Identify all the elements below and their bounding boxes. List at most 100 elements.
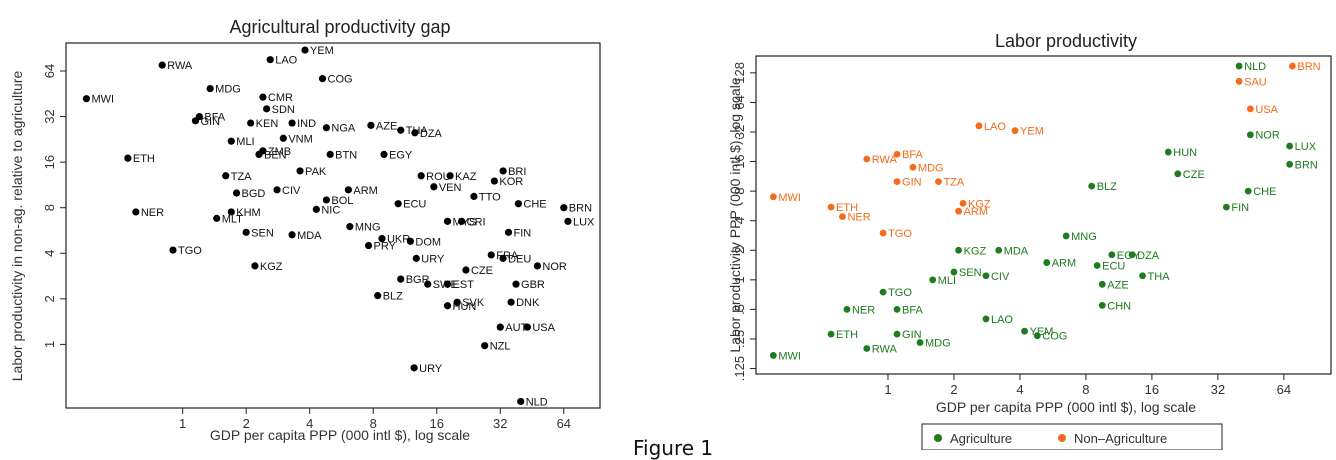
chart1-y-tick-label: 1 (42, 341, 57, 348)
chart1-point-label: NOR (542, 261, 567, 273)
chart1-point-label: BRI (508, 166, 526, 178)
chart1-point-mlt (213, 214, 221, 222)
chart2-point-label: MWI (778, 350, 801, 362)
chart1-point-label: TZA (231, 171, 252, 183)
chart1-point-dza (411, 129, 419, 137)
chart1-point-rwa (158, 61, 166, 69)
chart1-point-mda (288, 231, 296, 239)
chart2-point-label: MDA (1004, 245, 1029, 257)
chart2-point-agriculture-cog (1033, 332, 1041, 340)
chart2-point-label: BLZ (1097, 181, 1117, 193)
chart1-point-ukr (378, 234, 386, 243)
chart2-point-agriculture-tha (1139, 272, 1146, 280)
chart1-point-usa (523, 323, 531, 331)
chart2-point-label: HUN (1173, 147, 1197, 159)
chart1-point-btn (326, 150, 334, 158)
chart2-x-axis-label: GDP per capita PPP (000 intl $), log sca… (936, 399, 1196, 415)
chart2-y-axis-label: Labor productivity PPP (000 intl $), log… (727, 77, 743, 352)
chart2-point-agriculture-civ (982, 272, 990, 280)
chart2-plot-frame (755, 55, 1332, 375)
chart2-point-label: TGO (888, 228, 912, 240)
chart1-point-ben (255, 150, 263, 158)
chart1-point-tto (470, 192, 478, 201)
chart2-point-agriculture-mwi (769, 352, 777, 359)
chart1-point-label: KEN (256, 118, 279, 130)
chart1-point-nga (322, 124, 331, 132)
chart2-y-tick-label: 128 (732, 62, 747, 84)
chart1-x-tick-label: 32 (493, 416, 507, 431)
chart2-point-agriculture-nld (1235, 62, 1243, 70)
chart2-x-tick-label: 64 (1277, 382, 1291, 397)
chart2-point-agriculture-ecu (1093, 262, 1101, 269)
chart2-point-non-agriculture-yem (1011, 127, 1019, 135)
chart1-point-label: COG (328, 74, 353, 86)
chart1-x-axis-label: GDP per capita PPP (000 intl $), log sca… (210, 427, 470, 443)
chart1-x-tick-label: 4 (306, 416, 313, 431)
chart1-point-mdg (206, 84, 214, 93)
chart2-y-tick-label: 16 (732, 154, 747, 168)
chart1-y-tick-label: 2 (42, 295, 57, 302)
chart1-point-hun (443, 302, 452, 310)
chart2-y-tick-label: .25 (732, 330, 747, 348)
chart2-point-label: FIN (1231, 202, 1249, 214)
chart2-point-label: ECU (1102, 260, 1125, 272)
chart1-point-label: ROU (426, 171, 451, 183)
chart1-point-svk (453, 298, 461, 306)
chart1-point-label: MLI (236, 136, 254, 148)
chart1-point-label: NIC (321, 204, 340, 216)
chart1-y-tick-label: 16 (42, 155, 57, 169)
chart2-point-label: ARM (1052, 258, 1076, 270)
chart-labor-productivity: Labor productivity 1 2 4 8 16 32 64.125.25.512… (727, 31, 1332, 450)
chart1-point-nic (312, 205, 320, 213)
chart2-point-label: KGZ (968, 198, 991, 210)
chart2-point-label: MLI (938, 275, 956, 287)
chart1-point-label: CRI (467, 216, 486, 228)
chart1-y-axis-label: Labor productivity in non-ag. relative t… (9, 71, 25, 382)
chart2-point-agriculture-fin (1223, 203, 1230, 211)
chart1-point-cog (318, 75, 327, 83)
chart1-point-label: NER (141, 207, 164, 219)
chart1-y-tick-label: 32 (42, 109, 57, 123)
chart1-point-ury (410, 364, 418, 372)
chart2-x-tick-label: 1 (884, 382, 891, 397)
legend-non-agriculture-marker (1058, 434, 1066, 442)
chart1-point-label: ETH (133, 153, 155, 165)
chart1-x-tick-label: 2 (243, 416, 250, 431)
chart1-point-label: KAZ (455, 171, 477, 183)
chart1-point-brn (560, 204, 568, 212)
chart2-point-agriculture-che (1244, 187, 1252, 195)
legend-agriculture-marker (934, 434, 942, 442)
chart2-point-agriculture-nor (1246, 131, 1254, 139)
chart2-point-agriculture-lao (982, 315, 990, 323)
chart2-point-label: BFA (902, 149, 923, 161)
chart1-x-tick-label: 1 (179, 416, 186, 431)
chart2-point-label: GIN (902, 329, 922, 341)
chart1-point-tgo (169, 246, 177, 254)
chart2-point-label: MWI (778, 192, 801, 204)
chart1-point-label: DNK (516, 297, 540, 309)
chart2-point-non-agriculture-kgz (959, 200, 967, 207)
chart2-point-agriculture-egy (1108, 251, 1116, 259)
chart1-point-label: GIN (200, 116, 220, 128)
chart2-point-label: GIN (902, 177, 922, 189)
chart2-point-label: COG (1042, 331, 1067, 343)
chart1-point-che (514, 200, 523, 208)
chart1-point-label: DOM (415, 236, 441, 248)
chart1-y-tick-label: 64 (42, 64, 57, 78)
chart2-point-label: YEM (1020, 126, 1044, 138)
chart1-point-label: PRY (374, 241, 397, 253)
chart2-x-tick-label: 32 (1211, 382, 1225, 397)
chart1-point-label: YEM (310, 45, 334, 57)
chart2-y-tick-label: 4 (732, 217, 747, 224)
chart1-point-label: ARM (353, 185, 377, 197)
chart1-point-khm (227, 208, 235, 216)
chart1-point-ury (412, 254, 420, 262)
chart2-point-agriculture-dza (1128, 251, 1136, 259)
chart2-point-agriculture-mli (929, 276, 937, 284)
chart2-point-label: USA (1255, 104, 1278, 116)
chart1-point-cri (458, 217, 466, 225)
chart2-point-label: BRN (1297, 61, 1320, 73)
chart1-point-aze (367, 121, 375, 129)
chart1-x-tick-label: 16 (430, 416, 444, 431)
chart2-point-label: CIV (991, 271, 1010, 283)
